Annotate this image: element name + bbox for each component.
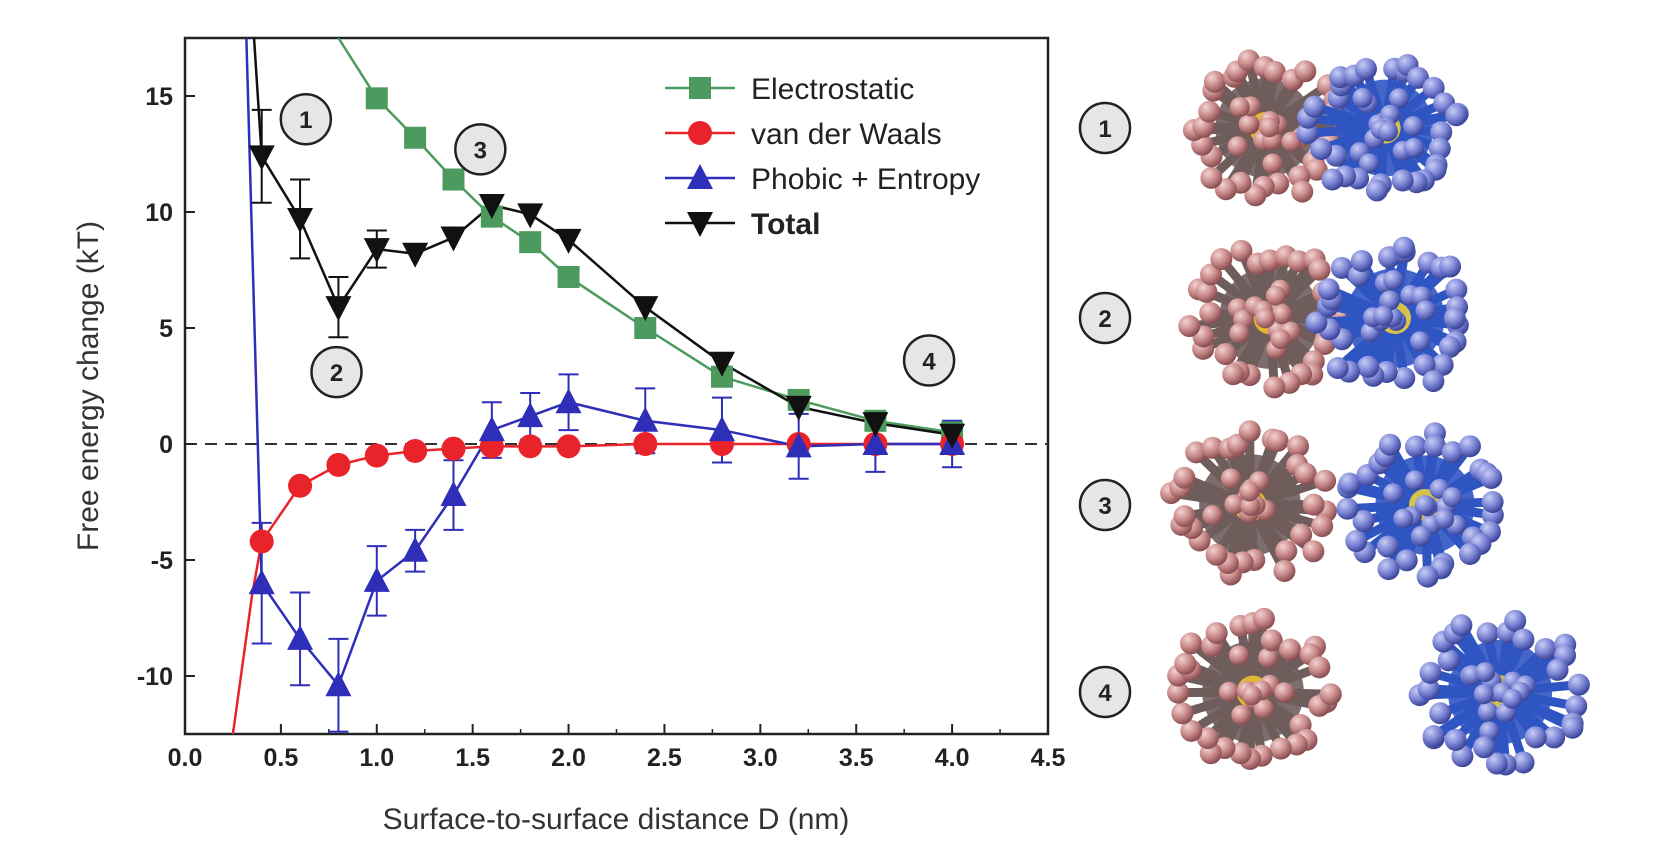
y-tick-label: 0 [159, 431, 173, 459]
side-label-2: 2 [1080, 293, 1130, 343]
x-tick-label: 1.5 [455, 744, 490, 772]
x-tick-label: 4.0 [935, 744, 970, 772]
total-point [440, 227, 466, 252]
annotation-2: 2 [312, 347, 362, 397]
particle-pair-4: 4 [1080, 608, 1590, 776]
electrostatic-point [558, 266, 580, 288]
y-tick-label: -5 [151, 547, 173, 575]
svg-text:3: 3 [1098, 493, 1111, 520]
legend-label: Phobic + Entropy [751, 163, 980, 196]
svg-text:3: 3 [474, 137, 487, 164]
side-label-1: 1 [1080, 103, 1130, 153]
x-tick-label: 1.0 [359, 744, 394, 772]
total-point [517, 203, 543, 228]
annotation-4: 4 [904, 335, 954, 385]
legend-item-van-der-waals: van der Waals [665, 118, 942, 151]
svg-text:2: 2 [330, 360, 343, 387]
svg-text:4: 4 [922, 348, 936, 375]
side-panel: 1 2 3 4 [1080, 49, 1590, 775]
van-der-waals-point [288, 474, 312, 498]
x-tick-label: 3.0 [743, 744, 778, 772]
x-axis-label: Surface-to-surface distance D (nm) [383, 803, 850, 836]
total-point [556, 229, 582, 254]
phobic-entropy-point [556, 388, 582, 413]
svg-text:4: 4 [1098, 680, 1112, 707]
x-tick-label: 0.0 [168, 744, 203, 772]
phobic-entropy-point [364, 567, 390, 592]
legend-item-electrostatic: Electrostatic [665, 73, 914, 106]
electrostatic-point [442, 169, 464, 191]
total-point [325, 296, 351, 321]
van-der-waals-point [250, 529, 274, 553]
particle-pair-1: 1 [1080, 49, 1469, 206]
legend-layer: Electrostatic van der Waals Phobic + Entro… [665, 73, 980, 241]
left-particle [1167, 608, 1342, 770]
phobic-entropy-point [287, 625, 313, 650]
side-label-4: 4 [1080, 667, 1130, 717]
phobic-entropy-point [479, 416, 505, 441]
y-tick-label: 10 [145, 199, 173, 227]
van-der-waals-point [403, 439, 427, 463]
van-der-waals-point [326, 453, 350, 477]
electrostatic-point [404, 127, 426, 149]
y-axis-label: Free energy change (kT) [72, 221, 105, 551]
electrostatic-point [519, 231, 541, 253]
annotation-1: 1 [281, 94, 331, 144]
annotation-3: 3 [455, 124, 505, 174]
van-der-waals-point [518, 434, 542, 458]
van-der-waals-point [633, 432, 657, 456]
van-der-waals-point [365, 444, 389, 468]
x-tick-label: 2.0 [551, 744, 586, 772]
x-tick-label: 4.5 [1031, 744, 1066, 772]
electrostatic-point [366, 87, 388, 109]
particle-pair-3: 3 [1080, 420, 1504, 587]
phobic-entropy-point [249, 569, 275, 594]
legend-item-phobic-entropy: Phobic + Entropy [665, 163, 980, 196]
svg-text:1: 1 [1098, 116, 1111, 143]
phobic-entropy-point [517, 402, 543, 427]
van-der-waals-point [441, 437, 465, 461]
particle-pair-2: 2 [1080, 237, 1469, 399]
y-tick-label: 15 [145, 83, 173, 111]
y-tick-label: 5 [159, 315, 173, 343]
svg-text:1: 1 [299, 107, 312, 134]
total-point [402, 243, 428, 268]
phobic-entropy-point [402, 537, 428, 562]
total-point [287, 208, 313, 233]
legend-label: Electrostatic [751, 73, 914, 106]
x-tick-label: 2.5 [647, 744, 682, 772]
x-tick-label: 0.5 [264, 744, 299, 772]
legend-label: Total [751, 208, 820, 241]
svg-text:2: 2 [1098, 306, 1111, 333]
y-tick-label: -10 [137, 663, 173, 691]
phobic-entropy-point [440, 481, 466, 506]
side-label-3: 3 [1080, 480, 1130, 530]
legend-item-total: Total [665, 208, 820, 241]
legend-label: van der Waals [751, 118, 942, 151]
right-particle [1336, 422, 1503, 587]
total-point [249, 145, 275, 170]
van-der-waals-point [557, 434, 581, 458]
x-tick-label: 3.5 [839, 744, 874, 772]
left-particle [1160, 420, 1337, 585]
right-particle [1305, 237, 1468, 392]
right-particle [1409, 610, 1590, 776]
